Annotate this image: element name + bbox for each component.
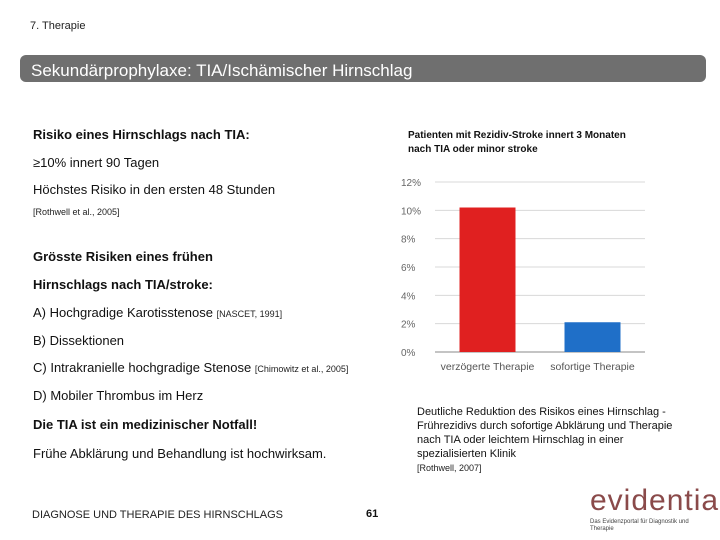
greatest-risks-heading-2: Hirnschlags nach TIA/stroke: — [33, 277, 213, 292]
footer-text: DIAGNOSE UND THERAPIE DES HIRNSCHLAGS — [32, 509, 284, 521]
bar-delayed-therapy — [459, 207, 516, 352]
list-item-ref: [NASCET, 1991] — [216, 309, 283, 319]
y-tick-label: 10% — [401, 206, 421, 217]
y-tick-label: 8% — [401, 235, 416, 246]
x-category-label: verzögerte Therapie — [441, 361, 535, 373]
slide-title: Sekundärprophylaxe: TIA/Ischämischer Hir… — [31, 61, 413, 80]
page-number: 61 — [366, 508, 379, 520]
list-item: B) Dissektionen — [33, 333, 124, 348]
y-tick-label: 2% — [401, 320, 416, 331]
list-item: D) Mobiler Thrombus im Herz — [33, 388, 203, 403]
chapter-label: 7. Therapie — [30, 20, 86, 32]
y-tick-label: 4% — [401, 291, 416, 302]
bar-immediate-therapy — [564, 322, 621, 352]
title-bar — [20, 55, 706, 82]
list-item: A) Hochgradige Karotisstenose [NASCET, 1… — [33, 305, 282, 320]
risk-line-1: ≥10% innert 90 Tagen — [33, 155, 160, 170]
y-tick-label: 6% — [401, 263, 416, 274]
list-item-text: D) Mobiler Thrombus im Herz — [33, 388, 204, 403]
list-item-ref: [Chimowitz et al., 2005] — [254, 364, 349, 374]
list-item-text: A) Hochgradige Karotisstenose — [33, 305, 213, 320]
y-tick-label: 12% — [401, 178, 421, 189]
list-item: C) Intrakranielle hochgradige Stenose [C… — [33, 360, 348, 375]
bar-chart: 0% 2% 4% 6% 8% 10% 12% verzögerte Therapie sofo… — [401, 178, 645, 373]
greatest-risks-heading-1: Grösste Risiken eines frühen — [33, 249, 213, 264]
emergency-statement: Die TIA ist ein medizinischer Notfall! — [33, 417, 258, 432]
note-text: Deutliche Reduktion des Risikos eines Hi… — [417, 406, 673, 460]
y-tick-label: 0% — [401, 348, 416, 359]
note-reference: [Rothwell, 2007] — [417, 463, 482, 473]
early-treatment-statement: Frühe Abklärung und Behandlung ist hochw… — [33, 446, 327, 461]
risk-reference: [Rothwell et al., 2005] — [33, 207, 120, 217]
logo-subtitle: Das Evidenzportal für Diagnostik und The… — [590, 519, 689, 532]
risk-line-2: Höchstes Risiko in den ersten 48 Stunden — [33, 182, 276, 197]
list-item-text: B) Dissektionen — [33, 333, 125, 348]
evidentia-logo: evidentia — [590, 484, 720, 517]
chart-title: Patienten mit Rezidiv-Stroke innert 3 Mo… — [408, 130, 626, 155]
risk-heading: Risiko eines Hirnschlags nach TIA: — [33, 127, 250, 142]
list-item-text: C) Intrakranielle hochgradige Stenose — [33, 360, 252, 375]
x-category-label: sofortige Therapie — [550, 361, 635, 373]
